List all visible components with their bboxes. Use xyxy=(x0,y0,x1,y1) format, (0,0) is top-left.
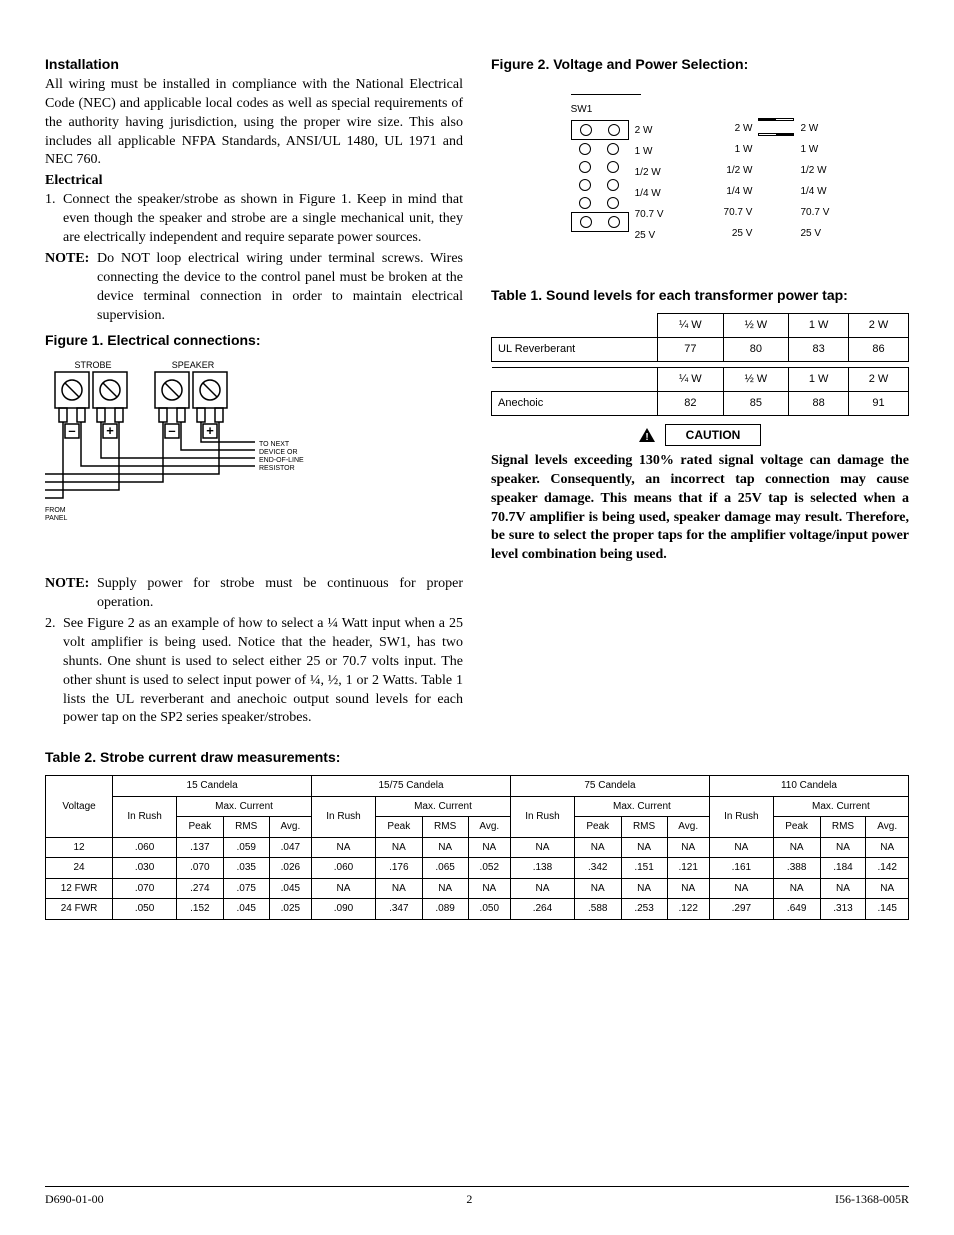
caution-header: ! CAUTION xyxy=(491,424,909,446)
fig2-left-pins xyxy=(571,120,629,232)
table-row: 24.030.070.035.026.060.176.065.052.138.3… xyxy=(46,858,909,879)
step-number: 2. xyxy=(45,615,63,728)
table-row: UL Reverberant 77 80 83 86 xyxy=(492,338,909,362)
note-label: NOTE: xyxy=(45,250,97,326)
note-1-body: Do NOT loop electrical wiring under term… xyxy=(97,250,463,326)
table-row: 24 FWR.050.152.045.025.090.347.089.050.2… xyxy=(46,899,909,920)
table-row: ¼ W ½ W 1 W 2 W xyxy=(492,367,909,391)
table-2: Voltage 15 Candela 15/75 Candela 75 Cand… xyxy=(45,775,909,920)
warning-icon: ! xyxy=(639,428,655,442)
table-row: Anechoic 82 85 88 91 xyxy=(492,391,909,415)
svg-text:–: – xyxy=(168,423,175,438)
figure-1-svg: STROBE SPEAKER xyxy=(45,358,305,558)
step-2-body: See Figure 2 as an example of how to sel… xyxy=(63,615,463,728)
caution-body: Signal levels exceeding 130% rated signa… xyxy=(491,452,909,565)
fig2-right-pins xyxy=(758,118,794,136)
table-row: ¼ W ½ W 1 W 2 W xyxy=(492,314,909,338)
fig2-right-labels-left: 2 W 1 W 1/2 W 1/4 W 70.7 V 25 V xyxy=(724,118,753,244)
electrical-heading: Electrical xyxy=(45,172,463,191)
svg-text:STROBE: STROBE xyxy=(74,360,111,370)
footer-left: D690-01-00 xyxy=(45,1191,104,1207)
table-row: 12.060.137.059.047NANANANANANANANANANANA… xyxy=(46,837,909,858)
table-1-title: Table 1. Sound levels for each transform… xyxy=(491,286,909,305)
footer-right: I56-1368-005R xyxy=(835,1191,909,1207)
note-label: NOTE: xyxy=(45,575,97,613)
step-2: 2. See Figure 2 as an example of how to … xyxy=(45,615,463,728)
table-2-section: Table 2. Strobe current draw measurement… xyxy=(45,748,909,919)
left-column: Installation All wiring must be installe… xyxy=(45,55,463,730)
table-row: 12 FWR.070.274.075.045NANANANANANANANANA… xyxy=(46,878,909,899)
table-1: ¼ W ½ W 1 W 2 W UL Reverberant 77 80 83 … xyxy=(491,313,909,415)
fig2-right-labels-right: 2 W 1 W 1/2 W 1/4 W 70.7 V 25 V xyxy=(800,118,829,244)
right-column: Figure 2. Voltage and Power Selection: S… xyxy=(491,55,909,730)
table-row: In Rush Max. Current In Rush Max. Curren… xyxy=(46,796,909,817)
fig2-right-block: 2 W 1 W 1/2 W 1/4 W 70.7 V 25 V xyxy=(724,118,830,247)
table-2-title: Table 2. Strobe current draw measurement… xyxy=(45,748,909,767)
installation-body: All wiring must be installed in complian… xyxy=(45,76,463,170)
note-1: NOTE: Do NOT loop electrical wiring unde… xyxy=(45,250,463,326)
footer-page-number: 2 xyxy=(466,1191,472,1207)
svg-text:SPEAKER: SPEAKER xyxy=(172,360,215,370)
step-number: 1. xyxy=(45,191,63,248)
table-row: Voltage 15 Candela 15/75 Candela 75 Cand… xyxy=(46,776,909,797)
note-2-body: Supply power for strobe must be continuo… xyxy=(97,575,463,613)
figure-1-title: Figure 1. Electrical connections: xyxy=(45,331,463,350)
svg-text:END-OF-LINE: END-OF-LINE xyxy=(259,457,304,464)
two-column-layout: Installation All wiring must be installe… xyxy=(45,55,909,730)
step-1-body: Connect the speaker/strobe as shown in F… xyxy=(63,191,463,248)
installation-heading: Installation xyxy=(45,55,463,74)
svg-text:TO NEXT: TO NEXT xyxy=(259,441,290,448)
fig2-sw1-line xyxy=(571,94,641,95)
svg-text:DEVICE OR: DEVICE OR xyxy=(259,449,298,456)
svg-text:+: + xyxy=(106,423,114,438)
fig2-left-block: SW1 2 W 1 W 1/2 W 1/4 W xyxy=(571,94,664,247)
svg-text:–: – xyxy=(68,423,75,438)
svg-text:RESISTOR: RESISTOR xyxy=(259,465,295,472)
figure-2-title: Figure 2. Voltage and Power Selection: xyxy=(491,55,909,74)
note-2: NOTE: Supply power for strobe must be co… xyxy=(45,575,463,613)
figure-2: SW1 2 W 1 W 1/2 W 1/4 W xyxy=(491,94,909,247)
caution-label: CAUTION xyxy=(665,424,762,446)
figure-1: STROBE SPEAKER xyxy=(45,358,463,565)
svg-text:PANEL: PANEL xyxy=(45,515,68,522)
svg-text:!: ! xyxy=(645,432,648,442)
page-footer: D690-01-00 2 I56-1368-005R xyxy=(45,1186,909,1207)
svg-text:FROM: FROM xyxy=(45,507,66,514)
step-1: 1. Connect the speaker/strobe as shown i… xyxy=(45,191,463,248)
fig2-sw1-label: SW1 xyxy=(571,103,664,117)
svg-text:+: + xyxy=(206,423,214,438)
fig2-left-labels: 2 W 1 W 1/2 W 1/4 W 70.7 V 25 V xyxy=(635,120,664,246)
